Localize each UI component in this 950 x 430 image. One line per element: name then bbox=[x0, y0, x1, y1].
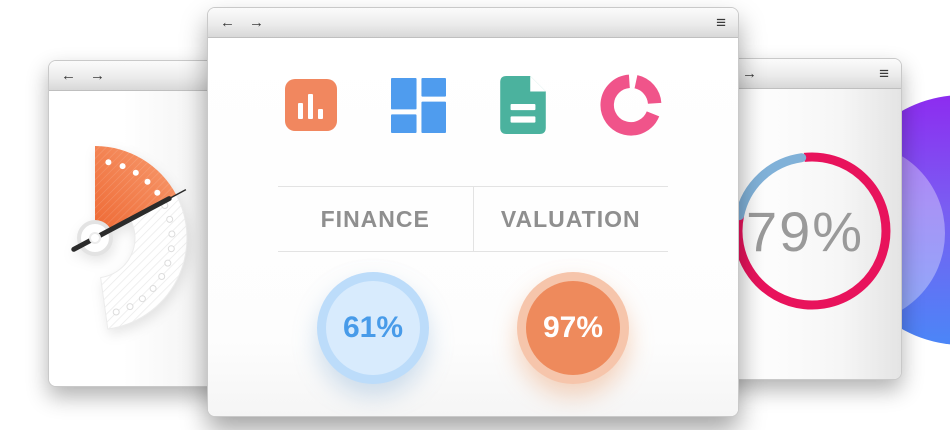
dashboard-window: ← → ≡ bbox=[207, 7, 739, 417]
forward-icon[interactable]: → bbox=[90, 67, 105, 84]
gauge-track-sector bbox=[100, 194, 188, 330]
document-icon[interactable] bbox=[499, 76, 546, 134]
tab-finance[interactable]: FINANCE bbox=[320, 205, 430, 232]
dashboard-tabs: FINANCE VALUATION bbox=[278, 186, 668, 252]
menu-icon[interactable]: ≡ bbox=[879, 64, 889, 83]
bar-chart-icon[interactable] bbox=[284, 79, 337, 131]
forward-icon[interactable]: → bbox=[249, 14, 264, 31]
gauge-hub-cap bbox=[89, 232, 101, 244]
gauge-needle bbox=[71, 196, 172, 252]
dashboard-stats: 61% 97% bbox=[208, 272, 738, 384]
progress-percent-label: 79% bbox=[746, 200, 864, 263]
dashboard-window-body: FINANCE VALUATION 61% 97% bbox=[208, 38, 738, 416]
forward-icon[interactable]: → bbox=[742, 65, 757, 82]
progress-ring: 79% bbox=[733, 152, 891, 310]
valuation-score-value: 97% bbox=[526, 281, 620, 375]
gauge-needle-tip bbox=[168, 188, 187, 200]
gauge-dots-filled bbox=[105, 159, 161, 196]
valuation-score-badge: 97% bbox=[517, 272, 629, 384]
gauge-dots-track bbox=[112, 202, 176, 316]
progress-ring-value-arc bbox=[733, 152, 891, 310]
menu-icon[interactable]: ≡ bbox=[716, 13, 726, 32]
back-icon[interactable]: ← bbox=[61, 67, 76, 84]
finance-score-value: 61% bbox=[326, 281, 420, 375]
back-icon[interactable]: ← bbox=[220, 14, 235, 31]
finance-score-badge: 61% bbox=[317, 272, 429, 384]
tab-valuation[interactable]: VALUATION bbox=[472, 187, 669, 251]
donut-chart-icon[interactable] bbox=[599, 74, 662, 136]
dashboard-window-titlebar: ← → ≡ bbox=[208, 8, 738, 38]
gauge-widget bbox=[71, 146, 188, 330]
dashboard-icons-row bbox=[208, 38, 738, 136]
grid-layout-icon[interactable] bbox=[390, 77, 446, 133]
progress-ring-track-arc bbox=[735, 153, 807, 221]
gauge-value-stripes bbox=[95, 146, 177, 231]
